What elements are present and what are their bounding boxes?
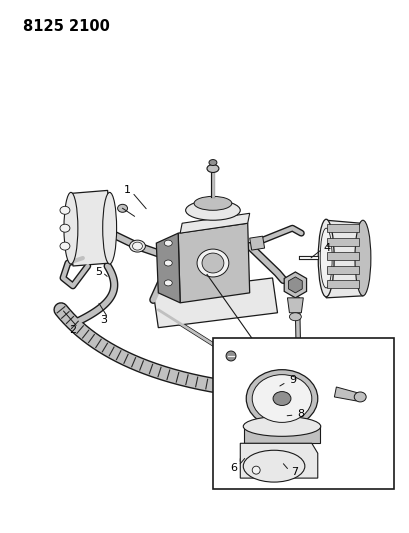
Text: 7: 7: [290, 467, 297, 477]
Polygon shape: [334, 387, 357, 401]
Polygon shape: [153, 278, 277, 328]
Polygon shape: [287, 298, 303, 313]
Polygon shape: [326, 224, 358, 232]
Ellipse shape: [117, 204, 127, 212]
Polygon shape: [244, 426, 319, 443]
Ellipse shape: [132, 242, 142, 250]
Ellipse shape: [225, 351, 236, 361]
Polygon shape: [326, 280, 358, 288]
Ellipse shape: [243, 416, 320, 437]
Text: 8: 8: [297, 409, 303, 419]
Ellipse shape: [246, 370, 317, 427]
Ellipse shape: [272, 392, 290, 406]
Ellipse shape: [60, 206, 70, 214]
Ellipse shape: [193, 196, 231, 211]
Ellipse shape: [240, 443, 311, 478]
Ellipse shape: [129, 240, 145, 252]
Ellipse shape: [207, 165, 218, 173]
Text: 3: 3: [99, 314, 106, 325]
Bar: [213, 338, 393, 489]
Ellipse shape: [289, 313, 301, 321]
Ellipse shape: [64, 192, 78, 264]
Text: 1: 1: [124, 184, 131, 195]
Polygon shape: [326, 252, 358, 260]
Ellipse shape: [164, 260, 172, 266]
Ellipse shape: [60, 242, 70, 250]
Ellipse shape: [317, 219, 333, 297]
Ellipse shape: [102, 192, 116, 264]
Ellipse shape: [197, 249, 228, 277]
Polygon shape: [283, 272, 306, 298]
Ellipse shape: [60, 224, 70, 232]
Ellipse shape: [164, 240, 172, 246]
Polygon shape: [326, 266, 358, 274]
Ellipse shape: [209, 159, 216, 166]
Polygon shape: [326, 220, 362, 298]
Polygon shape: [178, 223, 249, 303]
Ellipse shape: [164, 280, 172, 286]
Polygon shape: [240, 443, 317, 478]
Text: 2: 2: [69, 325, 76, 335]
Ellipse shape: [319, 228, 331, 288]
Ellipse shape: [252, 375, 311, 422]
Polygon shape: [156, 233, 180, 303]
Text: 6: 6: [229, 463, 236, 473]
Text: 9: 9: [288, 375, 295, 385]
Ellipse shape: [353, 392, 365, 402]
Polygon shape: [249, 236, 264, 250]
Ellipse shape: [252, 466, 260, 474]
Ellipse shape: [243, 450, 304, 482]
Text: 4: 4: [323, 243, 330, 253]
Polygon shape: [71, 190, 110, 266]
Ellipse shape: [202, 253, 223, 273]
Polygon shape: [180, 213, 249, 233]
Ellipse shape: [185, 200, 240, 220]
Polygon shape: [288, 277, 301, 293]
Text: 5: 5: [95, 267, 102, 277]
Text: 8125 2100: 8125 2100: [23, 19, 110, 34]
Polygon shape: [326, 238, 358, 246]
Ellipse shape: [354, 220, 370, 296]
